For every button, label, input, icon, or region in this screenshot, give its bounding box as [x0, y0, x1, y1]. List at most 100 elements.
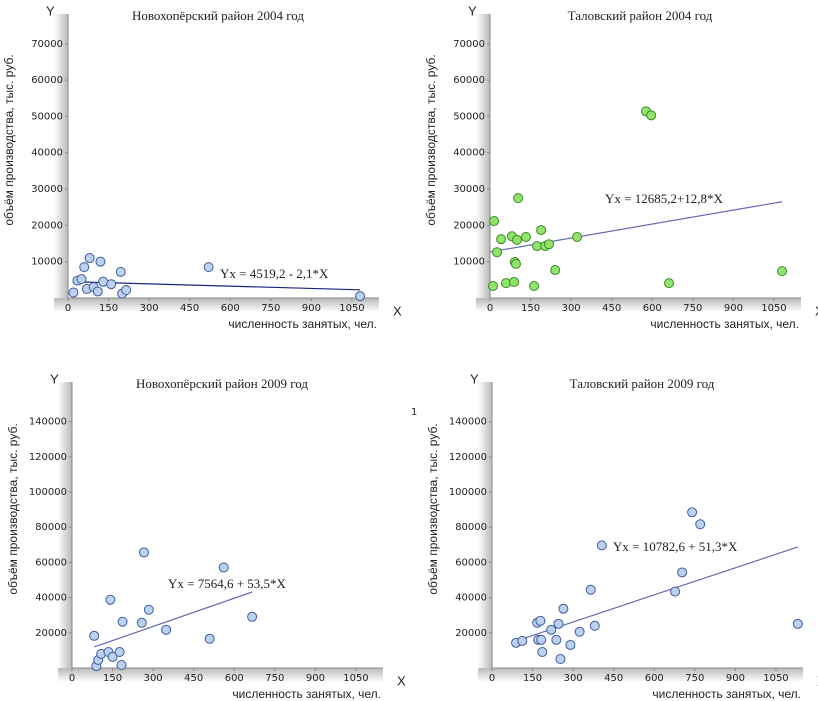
scatter-point [537, 646, 548, 657]
axis-floor [478, 668, 803, 682]
x-axis-letter: X [397, 673, 406, 688]
scatter-point [203, 262, 214, 273]
scatter-point [517, 635, 528, 646]
scatter-point [487, 281, 498, 292]
scatter-point [121, 285, 132, 296]
scatter-point [489, 216, 500, 227]
axis-wall [54, 14, 68, 298]
scatter-point [792, 618, 803, 629]
scatter-point [565, 639, 576, 650]
scatter-point [520, 231, 531, 242]
y-tick-label: 30000 [453, 184, 485, 195]
chart-title: Новохопёрский район 2009 год [136, 376, 308, 391]
x-tick-label: 0 [65, 303, 71, 314]
y-axis-letter: Y [468, 3, 477, 18]
scatter-point [92, 286, 103, 297]
x-tick-label: 150 [523, 673, 542, 684]
scatter-point [114, 646, 125, 657]
x-tick-label: 600 [643, 303, 662, 314]
scatter-point [79, 262, 90, 273]
y-axis-letter: Y [46, 3, 55, 18]
scatter-point [646, 110, 657, 121]
scatter-point [355, 291, 366, 302]
x-tick-label: 0 [487, 303, 493, 314]
scatter-point [509, 277, 520, 288]
note: 1 [411, 407, 417, 418]
y-tick-label: 70000 [453, 39, 485, 50]
chart-panel: Новохопёрский район 2004 год Y Xчисленност… [2, 3, 402, 331]
x-tick-label: 600 [225, 673, 244, 684]
axis-wall [58, 382, 72, 668]
y-tick-label: 40000 [453, 148, 485, 159]
x-tick-label: 450 [184, 673, 203, 684]
scatter-point [247, 611, 258, 622]
axis-floor [476, 298, 801, 312]
x-tick-label: 750 [683, 303, 702, 314]
scatter-point [513, 193, 524, 204]
scatter-point [777, 266, 788, 277]
scatter-point [536, 634, 547, 645]
chart-panel: Новохопёрский район 2009 год Y Xчисленност… [6, 371, 406, 701]
y-tick-label: 40000 [31, 148, 63, 159]
x-axis-label: численность занятых, чел. [652, 687, 801, 701]
x-tick-label: 300 [140, 303, 159, 314]
scatter-point [136, 617, 147, 628]
scatter-point [512, 234, 523, 245]
x-tick-label: 300 [144, 673, 163, 684]
scatter-point [572, 231, 583, 242]
y-tick-label: 20000 [35, 628, 67, 639]
scatter-point [687, 507, 698, 518]
scatter-point [664, 278, 675, 289]
x-tick-label: 300 [564, 673, 583, 684]
scatter-point [546, 624, 557, 635]
x-tick-label: 0 [69, 673, 75, 684]
x-tick-label: 300 [562, 303, 581, 314]
scatter-point [677, 567, 688, 578]
scatter-point [204, 633, 215, 644]
y-tick-label: 140000 [449, 417, 487, 428]
chart-title: Таловский район 2009 год [570, 376, 715, 391]
scatter-point [115, 266, 126, 277]
y-tick-label: 40000 [455, 593, 487, 604]
scatter-point [695, 519, 706, 530]
scatter-point [496, 234, 507, 245]
y-tick-label: 20000 [455, 628, 487, 639]
chart-title: Таловский район 2004 год [568, 8, 713, 23]
scatter-point [529, 281, 540, 292]
x-tick-label: 1050 [763, 673, 788, 684]
x-tick-label: 900 [724, 303, 743, 314]
x-tick-label: 600 [645, 673, 664, 684]
scatter-point [574, 626, 585, 637]
y-tick-label: 70000 [31, 39, 63, 50]
y-tick-label: 60000 [453, 75, 485, 86]
y-axis-label: объём производства, тыс. руб. [6, 423, 20, 594]
x-axis-label: численность занятых, чел. [232, 687, 381, 701]
scatter-point [543, 239, 554, 250]
x-tick-label: 450 [604, 673, 623, 684]
x-tick-label: 900 [306, 673, 325, 684]
scatter-point [596, 540, 607, 551]
scatter-point [589, 620, 600, 631]
x-tick-label: 750 [265, 673, 284, 684]
trend-equation: Yx = 4519,2 - 2,1*X [220, 266, 329, 281]
x-tick-label: 900 [726, 673, 745, 684]
y-tick-label: 80000 [35, 522, 67, 533]
scatter-point [510, 258, 521, 269]
y-axis-letter: Y [470, 371, 479, 386]
x-axis-letter: X [393, 303, 402, 318]
x-tick-label: 150 [103, 673, 122, 684]
axis-floor [54, 298, 379, 312]
scatter-point [68, 287, 79, 298]
trend-line [73, 281, 361, 291]
x-tick-label: 1050 [339, 303, 364, 314]
scatter-point [98, 276, 109, 287]
x-tick-label: 1050 [761, 303, 786, 314]
scatter-point [550, 265, 561, 276]
scatter-point [585, 584, 596, 595]
x-tick-label: 0 [489, 673, 495, 684]
chart-title: Новохопёрский район 2004 год [132, 8, 304, 23]
x-tick-label: 150 [99, 303, 118, 314]
scatter-point [107, 651, 118, 662]
